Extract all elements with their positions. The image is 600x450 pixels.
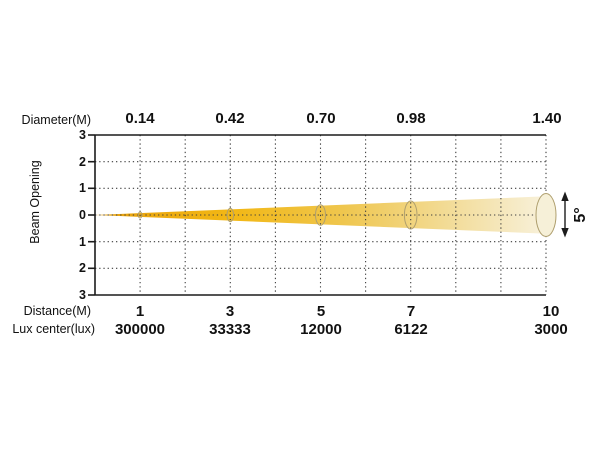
lux-value: 300000 (114, 321, 166, 338)
beam-opening-axis-label: Beam Opening (28, 160, 42, 244)
y-tick: 3 (79, 288, 86, 302)
diameter-value: 0.42 (215, 110, 245, 127)
diameter-value: 0.14 (125, 110, 155, 127)
distance-value: 1 (135, 303, 145, 320)
distance-value: 10 (542, 303, 560, 320)
beam-angle-value: 5° (572, 207, 589, 223)
diameter-axis-label: Diameter(M) (21, 113, 91, 127)
y-tick: 1 (79, 234, 86, 249)
diameter-value: 1.40 (532, 110, 562, 127)
y-tick: 2 (79, 261, 86, 276)
plot-border (88, 134, 546, 296)
lux-value: 33333 (209, 321, 251, 338)
beam-cross-section-ellipses (137, 200, 418, 230)
y-tick: 0 (79, 208, 86, 222)
distance-value: 3 (225, 303, 235, 320)
diameter-value: 0.98 (396, 110, 426, 127)
distance-axis-label: Distance(M) (23, 304, 91, 318)
distance-value: 7 (406, 303, 416, 320)
distance-value: 5 (316, 303, 326, 320)
y-tick: 3 (79, 128, 86, 142)
arrow-up-icon (561, 191, 569, 201)
beam-angle-arrow (561, 191, 569, 238)
y-tick: 2 (79, 154, 86, 169)
grid-lines (95, 135, 547, 295)
lux-value: 3000 (534, 321, 568, 338)
beam-end-ellipse (535, 193, 557, 237)
diameter-value: 0.70 (306, 110, 336, 127)
lux-value: 12000 (300, 321, 342, 338)
lux-value: 6122 (394, 321, 428, 338)
lux-center-axis-label: Lux center(lux) (12, 322, 95, 336)
y-tick: 1 (79, 181, 86, 196)
arrow-down-icon (561, 228, 569, 238)
